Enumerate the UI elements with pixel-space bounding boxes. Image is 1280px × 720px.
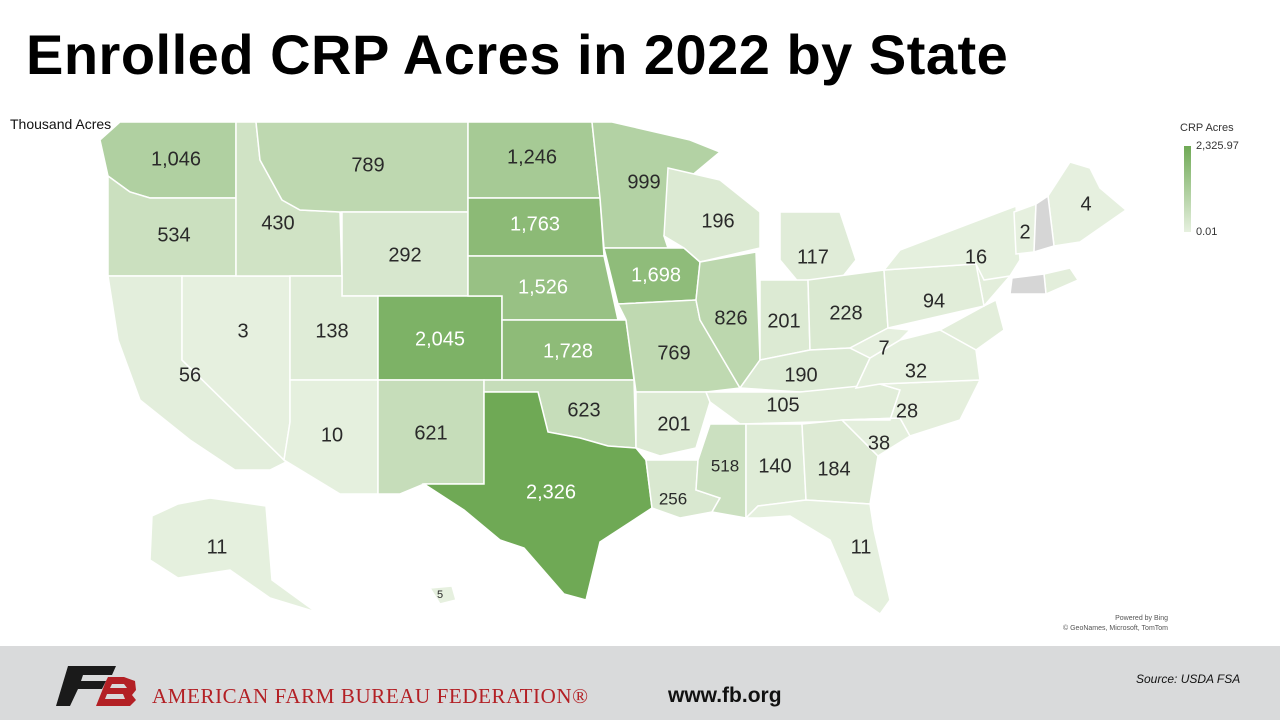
state-value-label-oklahoma: 623: [567, 399, 600, 421]
state-value-label-oregon: 534: [157, 224, 190, 246]
state-value-label-south-dakota: 1,763: [510, 213, 560, 235]
state-value-label-alaska: 11: [207, 536, 228, 558]
state-shape-minor-3: [1043, 267, 1080, 296]
farm-bureau-logo: [56, 666, 136, 706]
state-shape-hawaii: [428, 585, 457, 605]
state-value-label-louisiana: 256: [659, 489, 687, 508]
units-label: Thousand Acres: [10, 116, 112, 132]
state-shape-texas: [421, 391, 653, 601]
state-value-label-hawaii: 5: [437, 589, 443, 601]
state-value-label-colorado: 2,045: [415, 328, 465, 350]
us-choropleth-map: 1,046 534 56 3 430 789 292 138 10 2,045 621 1,246 1,…: [99, 121, 1128, 616]
state-shape-wisconsin: [663, 167, 761, 263]
state-value-label-missouri: 769: [657, 342, 690, 364]
state-value-label-arkansas: 201: [657, 413, 690, 435]
state-value-label-wisconsin: 196: [701, 210, 734, 232]
state-value-label-south-carolina: 38: [868, 432, 890, 454]
state-value-label-nebraska: 1,526: [518, 276, 568, 298]
state-value-label-california: 56: [179, 364, 201, 386]
state-shape-connecticut: [1009, 273, 1047, 295]
state-value-label-north-carolina: 28: [896, 400, 918, 422]
state-value-label-ohio: 228: [829, 302, 862, 324]
map-credits: Powered by Bing © GeoNames, Microsoft, T…: [1063, 614, 1168, 634]
state-value-label-florida: 11: [851, 536, 872, 558]
state-shape-georgia: [801, 419, 879, 505]
state-shape-new-york: [882, 204, 1021, 281]
state-value-label-new-mexico: 621: [414, 422, 447, 444]
website-url: www.fb.org: [668, 684, 782, 707]
state-value-label-wyoming: 292: [388, 244, 421, 266]
state-value-label-georgia: 184: [817, 458, 850, 480]
state-value-label-washington: 1,046: [151, 148, 201, 170]
state-value-label-michigan: 117: [797, 246, 829, 268]
state-value-label-nevada: 3: [237, 320, 248, 342]
state-value-label-kentucky: 190: [784, 364, 817, 386]
state-shape-west-virginia: [848, 327, 912, 359]
state-value-label-idaho: 430: [261, 212, 294, 234]
state-value-label-alabama: 140: [758, 455, 791, 477]
legend-min-label: 0.01: [1196, 226, 1218, 238]
footer-bar: AMERICAN FARM BUREAU FEDERATION® www.fb.…: [0, 646, 1280, 720]
state-value-label-arizona: 10: [321, 424, 343, 446]
state-value-label-vermont: 2: [1019, 221, 1030, 243]
state-value-label-illinois: 826: [714, 307, 747, 329]
state-shape-virginia: [854, 329, 981, 389]
legend-color-scale: [1184, 146, 1191, 232]
legend-title: CRP Acres: [1180, 122, 1234, 134]
state-value-label-iowa: 1,698: [631, 264, 681, 286]
credit-powered-by: Powered by Bing: [1115, 615, 1168, 622]
state-shape-florida: [744, 499, 891, 616]
state-value-label-kansas: 1,728: [543, 340, 593, 362]
credit-providers: © GeoNames, Microsoft, TomTom: [1063, 625, 1168, 632]
state-value-label-pennsylvania: 94: [923, 290, 945, 312]
state-value-label-minnesota: 999: [627, 171, 660, 193]
state-shape-maine: [1047, 161, 1128, 247]
org-name: AMERICAN FARM BUREAU FEDERATION®: [152, 684, 589, 708]
state-value-label-indiana: 201: [767, 310, 800, 332]
state-shape-new-hampshire: [1033, 194, 1055, 254]
state-value-label-virginia: 32: [905, 360, 927, 382]
state-shape-alaska: [149, 497, 317, 613]
state-value-label-utah: 138: [315, 320, 348, 342]
state-value-label-tennessee: 105: [766, 394, 799, 416]
state-value-label-montana: 789: [351, 154, 384, 176]
state-value-label-west-virginia: 7: [878, 337, 889, 359]
source-note: Source: USDA FSA: [1136, 672, 1241, 686]
state-shape-north-carolina: [841, 379, 982, 437]
state-value-label-mississippi: 518: [711, 456, 739, 475]
page-title: Enrolled CRP Acres in 2022 by State: [26, 23, 1009, 86]
state-value-label-north-dakota: 1,246: [507, 146, 557, 168]
state-value-label-maine: 4: [1080, 193, 1091, 215]
state-value-label-texas: 2,326: [526, 481, 576, 503]
state-value-label-new-york: 16: [965, 246, 987, 268]
legend-max-label: 2,325.97: [1196, 140, 1239, 152]
